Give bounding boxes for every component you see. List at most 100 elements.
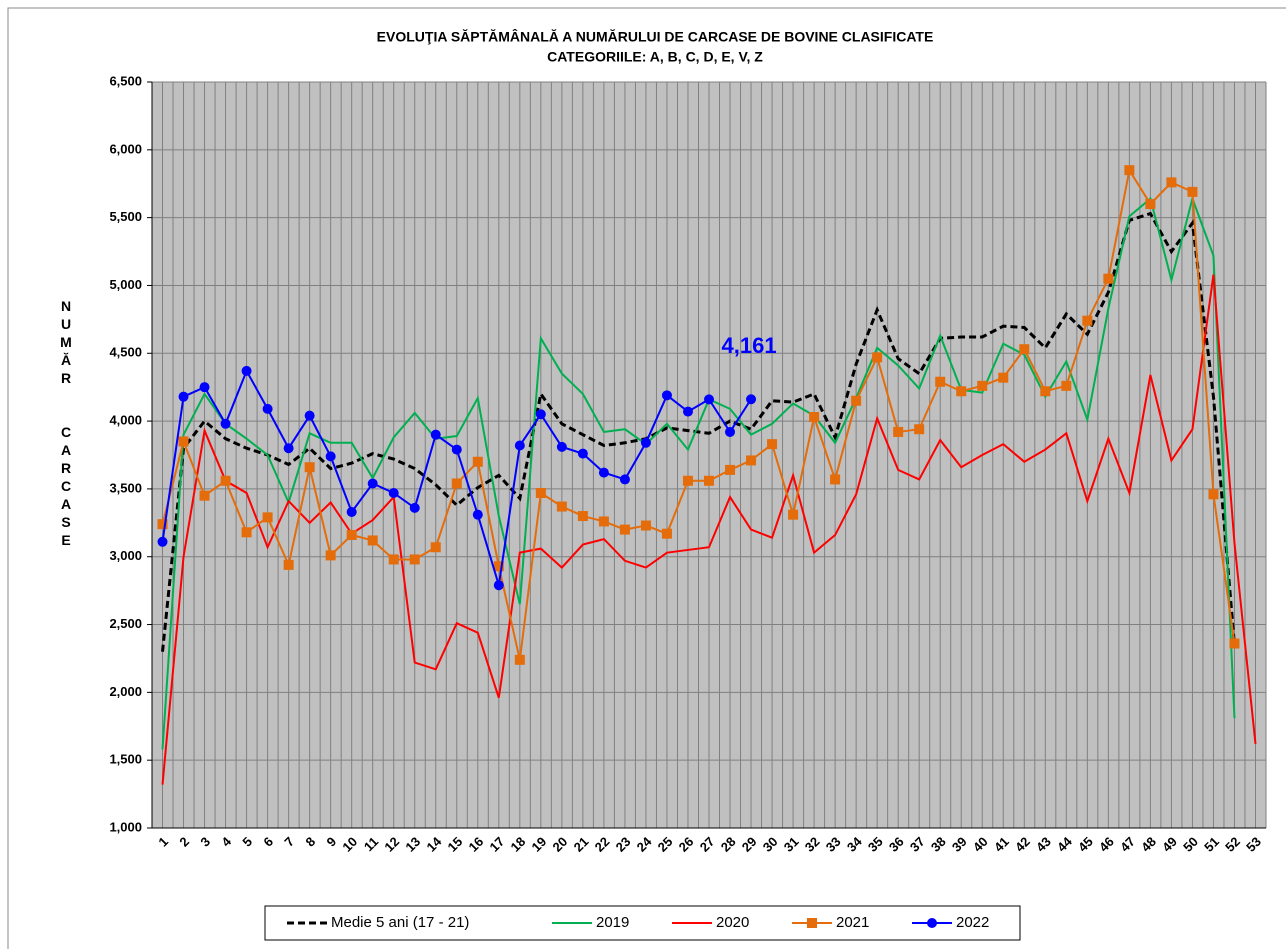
x-tick-label: 46 bbox=[1096, 834, 1117, 855]
x-tick-label: 24 bbox=[634, 833, 655, 854]
x-tick-label: 5 bbox=[239, 834, 255, 850]
marker bbox=[682, 475, 693, 486]
x-tick-label: 51 bbox=[1201, 834, 1222, 855]
x-tick-label: 17 bbox=[487, 834, 508, 855]
series-line bbox=[161, 167, 1236, 661]
x-tick-label: 4 bbox=[218, 833, 234, 849]
x-tick-label: 45 bbox=[1075, 834, 1096, 855]
series-line bbox=[161, 195, 1236, 750]
x-tick-label: 8 bbox=[302, 834, 318, 850]
marker bbox=[935, 376, 946, 387]
series bbox=[161, 274, 1257, 785]
marker bbox=[640, 437, 651, 448]
marker bbox=[220, 418, 231, 429]
x-tick-label: 13 bbox=[402, 834, 423, 855]
marker bbox=[1208, 489, 1219, 500]
x-tick-label: 1 bbox=[155, 834, 171, 850]
marker bbox=[704, 394, 714, 405]
x-tick-label: 48 bbox=[1138, 834, 1159, 855]
marker bbox=[409, 554, 420, 565]
marker bbox=[199, 382, 210, 393]
series bbox=[161, 211, 1236, 652]
marker bbox=[577, 448, 588, 459]
y-tick-label: 1,000 bbox=[109, 819, 142, 834]
x-tick-label: 47 bbox=[1117, 834, 1138, 855]
series bbox=[157, 365, 757, 591]
marker bbox=[661, 528, 672, 539]
x-tick-label: 19 bbox=[529, 834, 550, 855]
legend-label: 2022 bbox=[956, 914, 989, 931]
y-tick-label: 6,500 bbox=[109, 73, 142, 88]
marker bbox=[1166, 177, 1177, 188]
marker bbox=[199, 490, 210, 501]
legend-marker bbox=[807, 918, 817, 928]
marker bbox=[178, 436, 189, 447]
marker bbox=[998, 372, 1009, 383]
x-tick-label: 30 bbox=[760, 834, 781, 855]
marker bbox=[640, 520, 651, 531]
marker bbox=[388, 487, 399, 498]
marker bbox=[220, 475, 231, 486]
x-tick-label: 3 bbox=[197, 834, 213, 850]
chart-frame bbox=[7, 7, 1286, 949]
marker bbox=[556, 441, 567, 452]
x-tick-label: 15 bbox=[444, 834, 465, 855]
x-tick-label: 40 bbox=[970, 834, 991, 855]
marker bbox=[851, 395, 862, 406]
marker bbox=[725, 426, 736, 437]
marker bbox=[346, 530, 357, 541]
marker bbox=[241, 365, 252, 376]
marker bbox=[472, 509, 483, 520]
marker bbox=[830, 474, 841, 485]
x-tick-label: 27 bbox=[697, 834, 718, 855]
marker bbox=[872, 352, 883, 363]
chart-title: EVOLUŢIA SĂPTĂMÂNALĂ A NUMĂRULUI DE CARC… bbox=[377, 28, 934, 45]
chart-subtitle: CATEGORIILE: A, B, C, D, E, V, Z bbox=[547, 49, 763, 65]
marker bbox=[157, 536, 168, 547]
x-tick-label: 12 bbox=[381, 834, 402, 855]
x-tick-label: 22 bbox=[592, 834, 613, 855]
x-tick-label: 23 bbox=[613, 834, 634, 855]
marker bbox=[725, 464, 736, 475]
x-tick-label: 11 bbox=[361, 834, 381, 854]
x-tick-label: 38 bbox=[928, 834, 949, 855]
marker bbox=[325, 550, 336, 561]
x-tick-label: 50 bbox=[1180, 834, 1201, 855]
x-tick-label: 18 bbox=[508, 834, 529, 855]
marker bbox=[493, 561, 504, 572]
x-tick-label: 32 bbox=[802, 834, 823, 855]
marker bbox=[304, 410, 315, 421]
x-tick-label: 31 bbox=[781, 834, 802, 855]
marker bbox=[304, 462, 315, 473]
x-tick-label: 14 bbox=[423, 833, 444, 854]
marker bbox=[767, 439, 778, 450]
x-tick-label: 44 bbox=[1054, 833, 1075, 854]
marker bbox=[325, 451, 336, 462]
series bbox=[161, 195, 1236, 750]
x-tick-label: 21 bbox=[571, 834, 592, 855]
x-tick-label: 53 bbox=[1243, 834, 1264, 855]
x-tick-label: 16 bbox=[466, 834, 487, 855]
legend-label: 2021 bbox=[836, 914, 869, 931]
marker bbox=[409, 502, 420, 513]
series bbox=[157, 165, 1240, 665]
marker bbox=[178, 391, 189, 402]
marker bbox=[262, 512, 273, 523]
x-tick-label: 25 bbox=[655, 834, 676, 855]
marker bbox=[788, 509, 799, 520]
y-tick-label: 3,500 bbox=[109, 480, 142, 495]
y-tick-label: 5,500 bbox=[109, 209, 142, 224]
marker bbox=[577, 511, 588, 522]
x-tick-label: 33 bbox=[823, 834, 844, 855]
y-tick-label: 2,000 bbox=[109, 684, 142, 699]
marker bbox=[472, 456, 483, 467]
marker bbox=[1019, 344, 1030, 355]
x-tick-label: 35 bbox=[865, 834, 886, 855]
legend-label: 2020 bbox=[716, 914, 749, 931]
marker bbox=[1229, 638, 1240, 649]
legend-marker bbox=[927, 918, 937, 928]
x-tick-label: 42 bbox=[1012, 834, 1033, 855]
marker bbox=[1187, 186, 1198, 197]
marker bbox=[283, 559, 294, 570]
x-tick-label: 6 bbox=[260, 834, 276, 850]
